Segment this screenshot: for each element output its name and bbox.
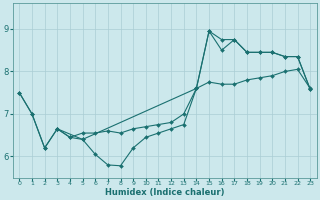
X-axis label: Humidex (Indice chaleur): Humidex (Indice chaleur): [105, 188, 225, 197]
